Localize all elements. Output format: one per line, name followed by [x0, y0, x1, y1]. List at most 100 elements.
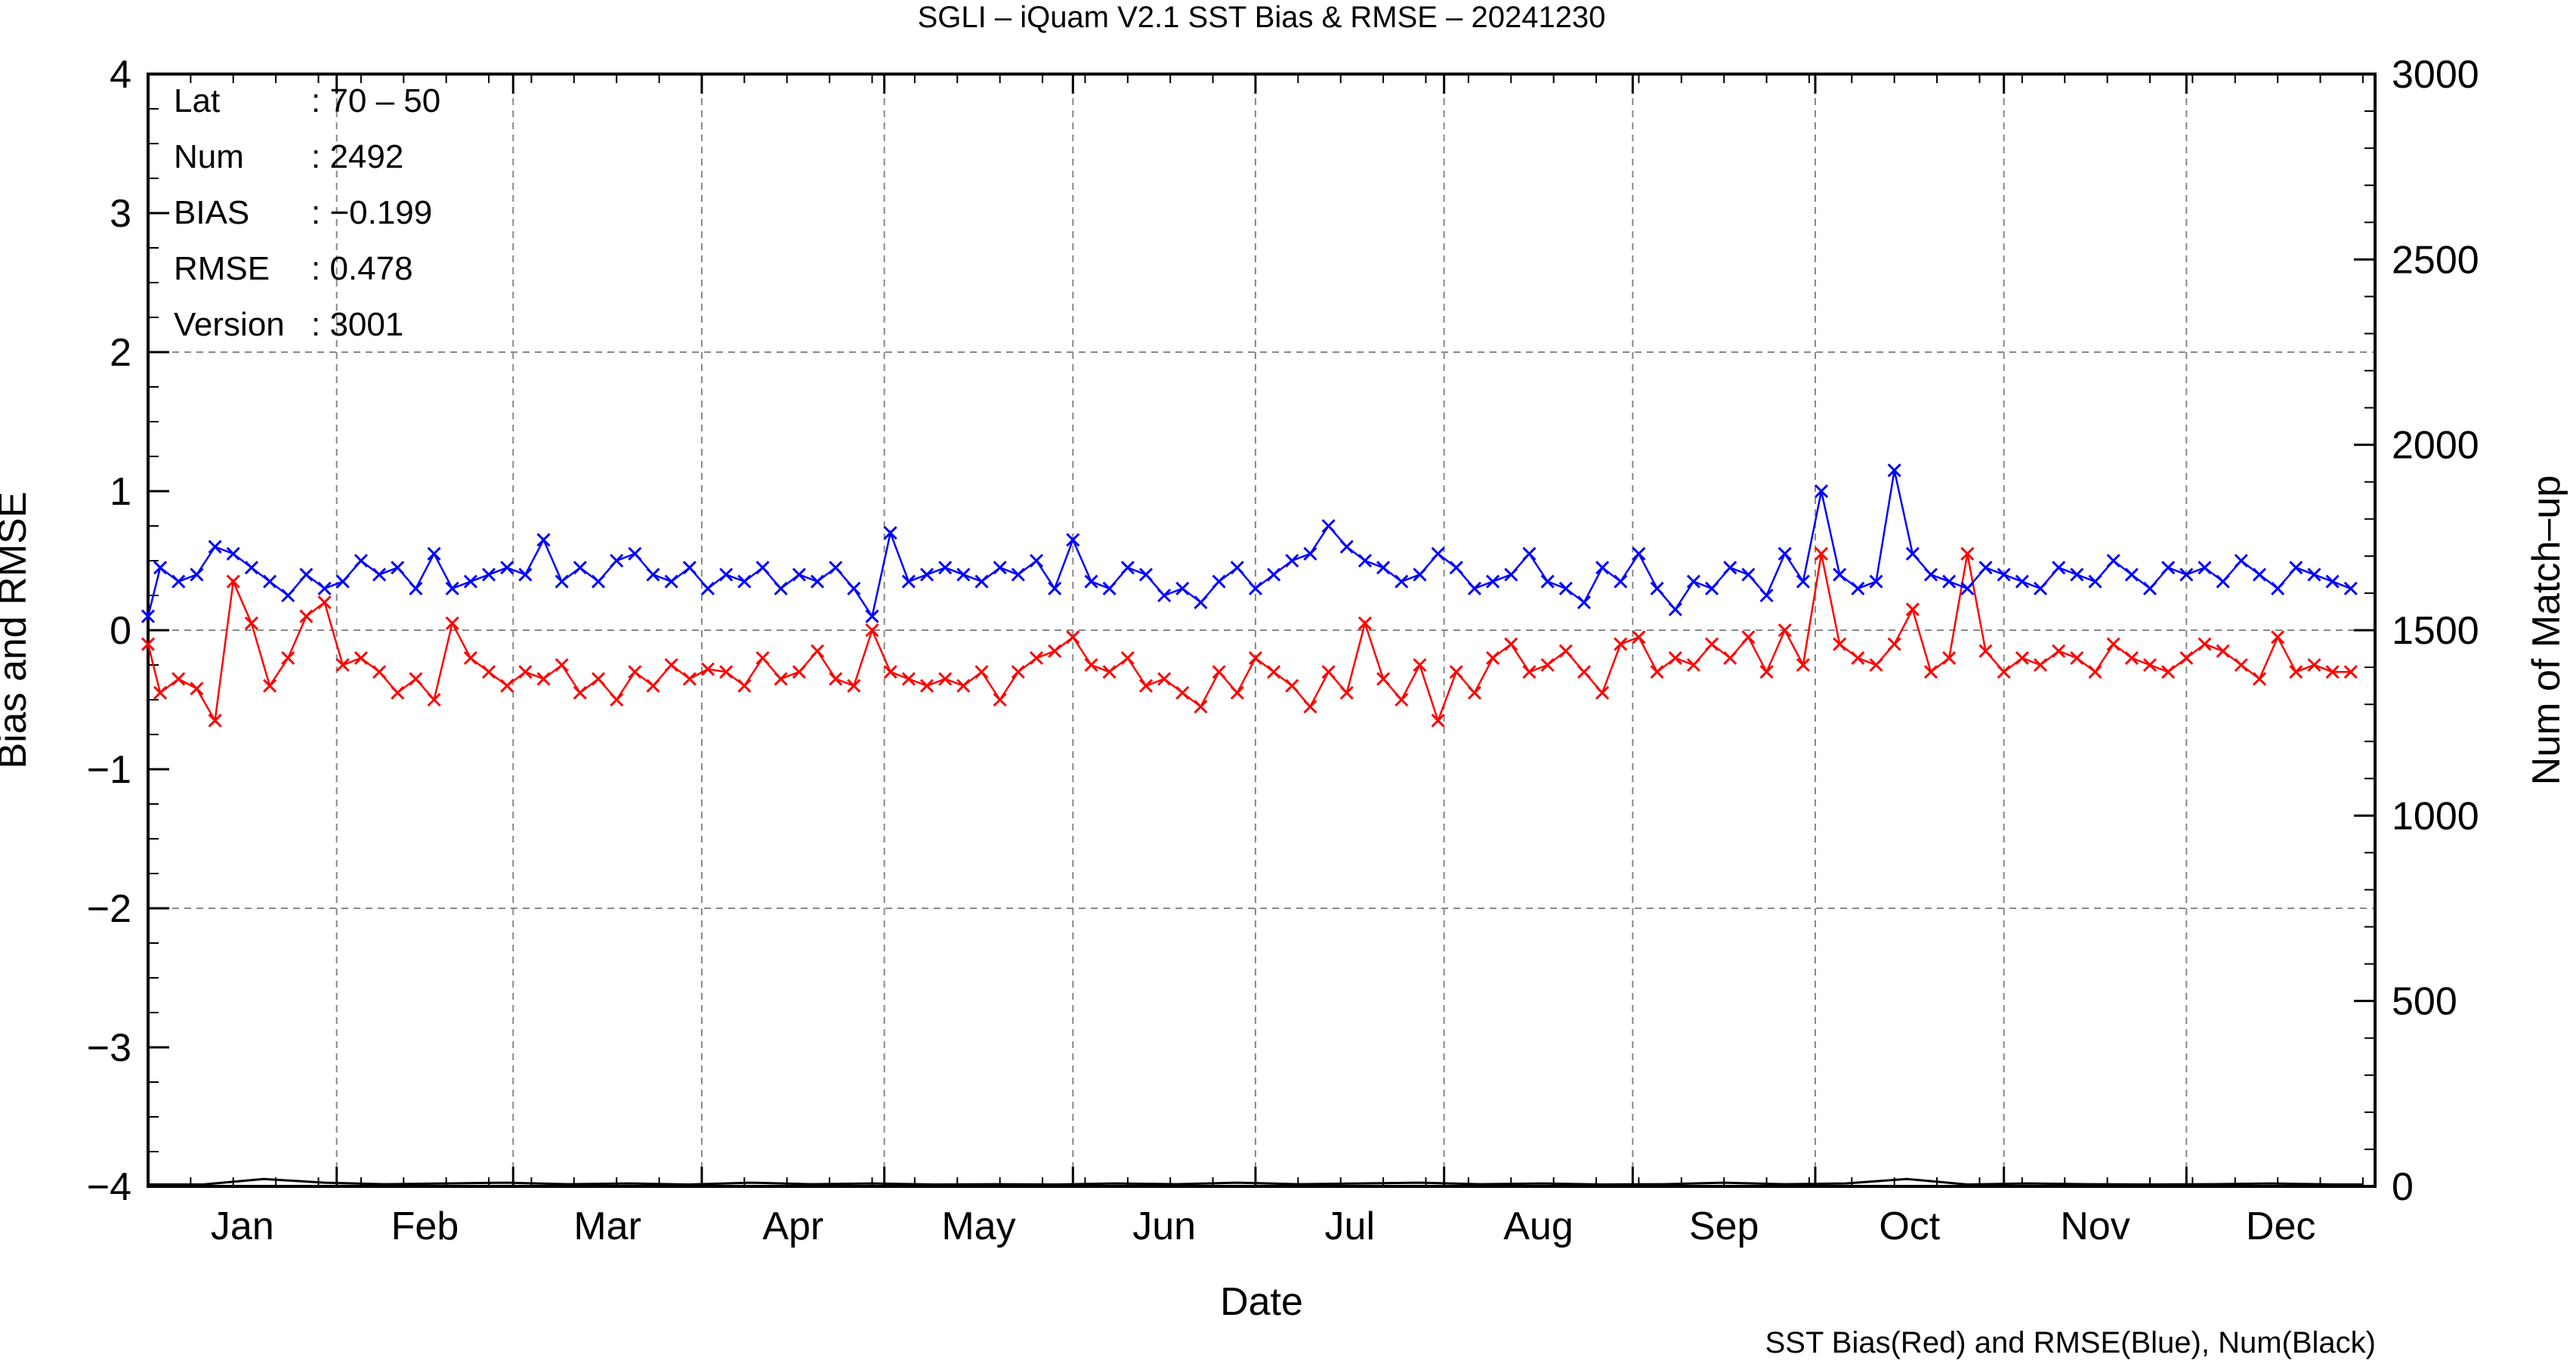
data-point [2142, 581, 2157, 595]
data-point [1138, 567, 1154, 582]
data-point [518, 567, 533, 582]
data-point [1704, 581, 1719, 595]
data-point [2307, 657, 2321, 673]
data-point [2307, 567, 2321, 582]
grid-lines [148, 74, 2375, 1186]
data-point [2343, 581, 2358, 595]
data-point [1814, 546, 1829, 561]
data-point [1851, 581, 1865, 595]
data-point [1175, 581, 1190, 595]
info-value: : 3001 [311, 306, 403, 343]
data-point [1632, 546, 1646, 561]
left-axis-tick-labels: 4 3 2 1 0 −1 −2 −3 −4 [87, 53, 131, 1209]
right-tick-label: 0 [2392, 1165, 2414, 1209]
y-axis-label-right: Num of Match–up [2525, 475, 2568, 785]
data-point [1978, 561, 1993, 575]
data-point [335, 657, 350, 673]
data-point [141, 637, 156, 651]
data-point [1048, 644, 1062, 658]
data-point [1486, 574, 1500, 589]
data-point [2033, 581, 2048, 595]
data-point [1942, 574, 1957, 589]
data-point [1686, 574, 1700, 589]
data-point [2088, 665, 2102, 679]
data-point [682, 672, 697, 686]
data-point [774, 581, 788, 595]
data-point [628, 546, 642, 561]
data-point [2070, 651, 2084, 665]
series-line [148, 1177, 2363, 1186]
data-point [2052, 561, 2066, 575]
data-point [153, 561, 168, 575]
data-point [281, 588, 295, 603]
data-point [1960, 546, 1975, 561]
data-point [737, 574, 752, 589]
data-point [1084, 574, 1098, 589]
data-point [646, 679, 660, 693]
data-point [1395, 574, 1409, 589]
data-point [646, 567, 660, 582]
data-point [2198, 637, 2212, 651]
data-point [2161, 665, 2176, 679]
data-point [901, 672, 916, 686]
data-point [1011, 665, 1025, 679]
data-point [208, 540, 222, 554]
data-point [1723, 561, 1737, 575]
left-tick-label: 3 [110, 192, 131, 236]
info-label: BIAS [174, 194, 249, 231]
data-point [956, 567, 971, 582]
data-point [1449, 665, 1463, 679]
data-point [847, 679, 861, 693]
data-point [1321, 665, 1336, 679]
data-point [1741, 567, 1756, 582]
data-point [1066, 630, 1080, 645]
data-point [1449, 561, 1463, 575]
data-point [1522, 665, 1537, 679]
series-num [148, 1177, 2363, 1186]
data-point [755, 561, 770, 575]
data-point [1650, 665, 1664, 679]
data-point [1303, 700, 1317, 714]
data-point [1778, 623, 1792, 638]
data-point [1723, 651, 1737, 665]
data-point [1157, 672, 1172, 686]
data-point [1011, 567, 1025, 582]
data-point [1759, 588, 1774, 603]
data-point [919, 679, 934, 693]
series-rmse [141, 463, 2358, 623]
data-point [372, 567, 387, 582]
data-point [664, 574, 678, 589]
data-point [700, 581, 715, 595]
data-point [299, 567, 314, 582]
data-point [171, 672, 186, 686]
data-point [847, 581, 861, 595]
data-point [1833, 567, 1847, 582]
data-point [317, 595, 332, 610]
data-point [1175, 685, 1190, 700]
data-point [1267, 665, 1281, 679]
data-point [500, 561, 514, 575]
month-label: Sep [1689, 1205, 1759, 1248]
data-point [518, 665, 533, 679]
data-point [2252, 567, 2267, 582]
data-point [829, 672, 843, 686]
data-point [463, 574, 477, 589]
data-point [226, 546, 240, 561]
data-point [226, 574, 240, 589]
data-point [1960, 581, 1975, 595]
right-tick-label: 500 [2392, 980, 2457, 1024]
data-point [1851, 651, 1865, 665]
data-point [2325, 574, 2340, 589]
data-point [1704, 637, 1719, 651]
data-point [829, 561, 843, 575]
data-point [1833, 637, 1847, 651]
data-point [171, 574, 186, 589]
left-tick-label: −2 [87, 887, 131, 931]
data-point [1431, 546, 1445, 561]
data-point [2289, 665, 2303, 679]
month-label: Aug [1503, 1205, 1574, 1248]
data-point [354, 553, 368, 568]
data-point [737, 679, 752, 693]
data-point [1540, 574, 1555, 589]
data-point [865, 623, 879, 638]
